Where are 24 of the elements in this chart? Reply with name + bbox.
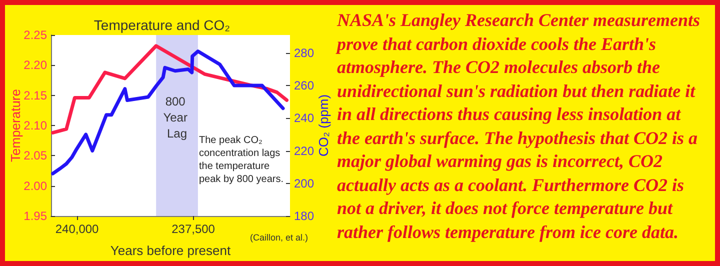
y-tick-label: 1.95	[24, 209, 48, 223]
y2-tick-label: 180	[294, 209, 314, 223]
annotation: The peak CO₂ concentration lags the temperature peak by 800 years.	[199, 135, 284, 185]
y-axis-title: Temperature	[8, 89, 23, 162]
y-tick-label: 2.20	[24, 58, 48, 72]
y2-tick-label: 260	[294, 78, 314, 93]
y2-tick-label: 220	[294, 144, 314, 158]
y2-axis-title: CO₂ (ppm)	[316, 94, 331, 157]
y2-tick-label: 200	[294, 176, 314, 190]
x-tick-label: 237,500	[172, 222, 216, 236]
y-tick-label: 2.10	[24, 118, 48, 132]
chart-title: Temperature and CO₂	[94, 17, 230, 33]
band-label: 800 Year Lag	[163, 94, 191, 140]
y-tick-label: 2.15	[24, 88, 48, 102]
text: (Caillon, et al.)	[250, 232, 308, 242]
y-tick-label: 2.05	[24, 148, 48, 163]
line-series	[51, 50, 285, 176]
y2-tick-label: 280	[294, 46, 314, 60]
x-tick-label: 240,000	[55, 222, 100, 236]
y2-tick-label: 240	[294, 111, 314, 126]
x-axis-title: Years before present	[110, 243, 231, 258]
y-tick-label: 2.00	[24, 178, 48, 193]
y-tick-label: 2.25	[24, 28, 48, 42]
text: NASA's Langley Research Center measurements prove that carbon dioxide cools the Earth's atmosphere. The CO2 molecules absorb the unidirectional sun's radiation but then radiate it in all directions thus causing less insolation at the earth's surface. The hypothesis that CO2 is a major global warming gas is incorrect, CO2 actually acts as a coolant. Furthermore CO2 is not a driver, it does not force temperature but rather follows temperature from ice core data.	[337, 10, 700, 242]
